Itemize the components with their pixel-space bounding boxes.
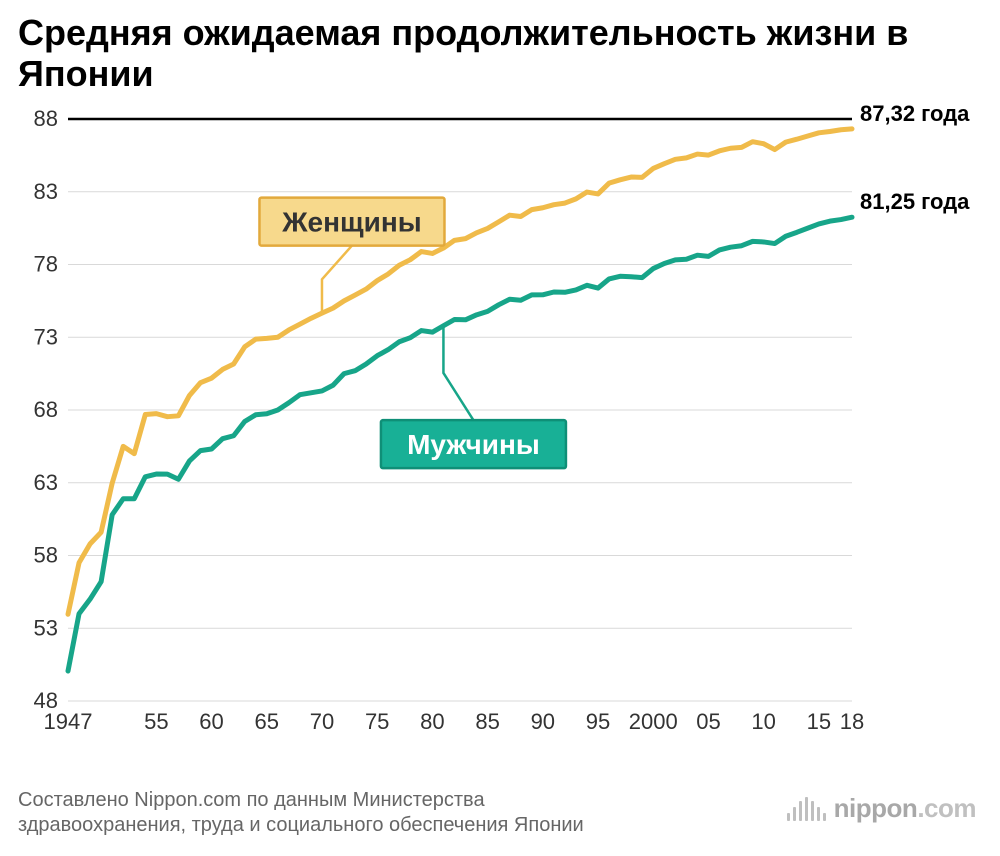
men-end-label: 81,25 года — [860, 189, 970, 214]
women-end-label: 87,32 года — [860, 105, 970, 126]
x-tick-label: 2000 — [629, 709, 678, 734]
y-tick-label: 68 — [34, 397, 58, 422]
y-tick-label: 53 — [34, 615, 58, 640]
x-tick-label: 90 — [531, 709, 555, 734]
women-line — [68, 129, 852, 614]
logo-suffix: .com — [917, 793, 976, 823]
logo-text: nippon.com — [834, 793, 976, 824]
x-tick-label: 60 — [199, 709, 223, 734]
x-tick-label: 85 — [475, 709, 499, 734]
x-tick-label: 95 — [586, 709, 610, 734]
life-expectancy-chart: 4853586368737883881947556065707580859095… — [18, 105, 982, 741]
x-tick-label: 80 — [420, 709, 444, 734]
chart-title: Средняя ожидаемая продолжительность жизн… — [18, 12, 982, 95]
x-tick-label: 15 — [807, 709, 831, 734]
y-tick-label: 73 — [34, 324, 58, 349]
x-tick-label: 75 — [365, 709, 389, 734]
nippon-logo: nippon.com — [787, 793, 976, 824]
x-tick-label: 1947 — [44, 709, 93, 734]
x-tick-label: 65 — [255, 709, 279, 734]
logo-name: nippon — [834, 793, 918, 823]
men-legend-leader — [443, 326, 473, 420]
logo-bars-icon — [787, 797, 826, 821]
x-tick-label: 18 — [840, 709, 864, 734]
y-tick-label: 58 — [34, 543, 58, 568]
x-tick-label: 05 — [696, 709, 720, 734]
women-legend-label: Женщины — [281, 207, 421, 238]
y-tick-label: 83 — [34, 179, 58, 204]
x-tick-label: 70 — [310, 709, 334, 734]
x-tick-label: 55 — [144, 709, 168, 734]
men-legend-label: Мужчины — [407, 429, 540, 460]
source-note: Составлено Nippon.com по данным Министер… — [18, 788, 658, 838]
x-tick-label: 10 — [751, 709, 775, 734]
y-tick-label: 63 — [34, 470, 58, 495]
y-tick-label: 78 — [34, 252, 58, 277]
y-tick-label: 88 — [34, 106, 58, 131]
